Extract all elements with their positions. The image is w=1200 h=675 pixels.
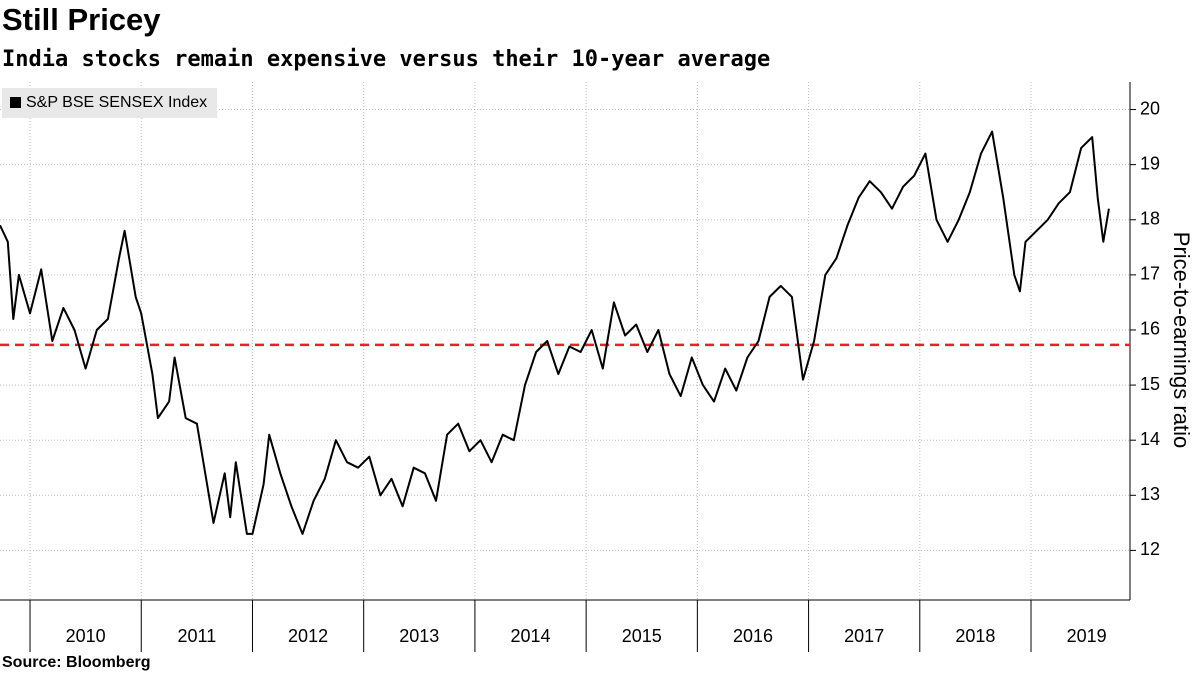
y-tick-label: 17 [1140, 264, 1160, 284]
x-tick-label: 2014 [510, 626, 550, 646]
y-tick-label: 13 [1140, 484, 1160, 504]
x-tick-label: 2019 [1067, 626, 1107, 646]
x-tick-label: 2016 [733, 626, 773, 646]
x-tick-label: 2015 [622, 626, 662, 646]
chart-subtitle: India stocks remain expensive versus the… [2, 47, 770, 72]
data-line [0, 130, 1110, 535]
y-axis-label: Price-to-earnings ratio [1169, 232, 1194, 448]
y-tick-label: 16 [1140, 319, 1160, 339]
legend-label: S&P BSE SENSEX Index [26, 94, 207, 111]
x-tick-label: 2018 [955, 626, 995, 646]
legend-swatch [10, 97, 21, 108]
source: Source: Bloomberg [2, 654, 150, 671]
x-tick-label: 2010 [66, 626, 106, 646]
x-tick-label: 2017 [844, 626, 884, 646]
y-tick-label: 12 [1140, 539, 1160, 559]
y-tick-label: 14 [1140, 429, 1160, 449]
y-tick-label: 19 [1140, 153, 1160, 173]
x-tick-label: 2013 [399, 626, 439, 646]
legend-box [2, 88, 218, 118]
x-tick-label: 2012 [288, 626, 328, 646]
y-tick-label: 18 [1140, 209, 1160, 229]
x-tick-label: 2011 [178, 626, 217, 646]
chart-title: Still Pricey [2, 2, 161, 37]
y-tick-label: 15 [1140, 374, 1160, 394]
y-tick-label: 20 [1140, 98, 1160, 118]
